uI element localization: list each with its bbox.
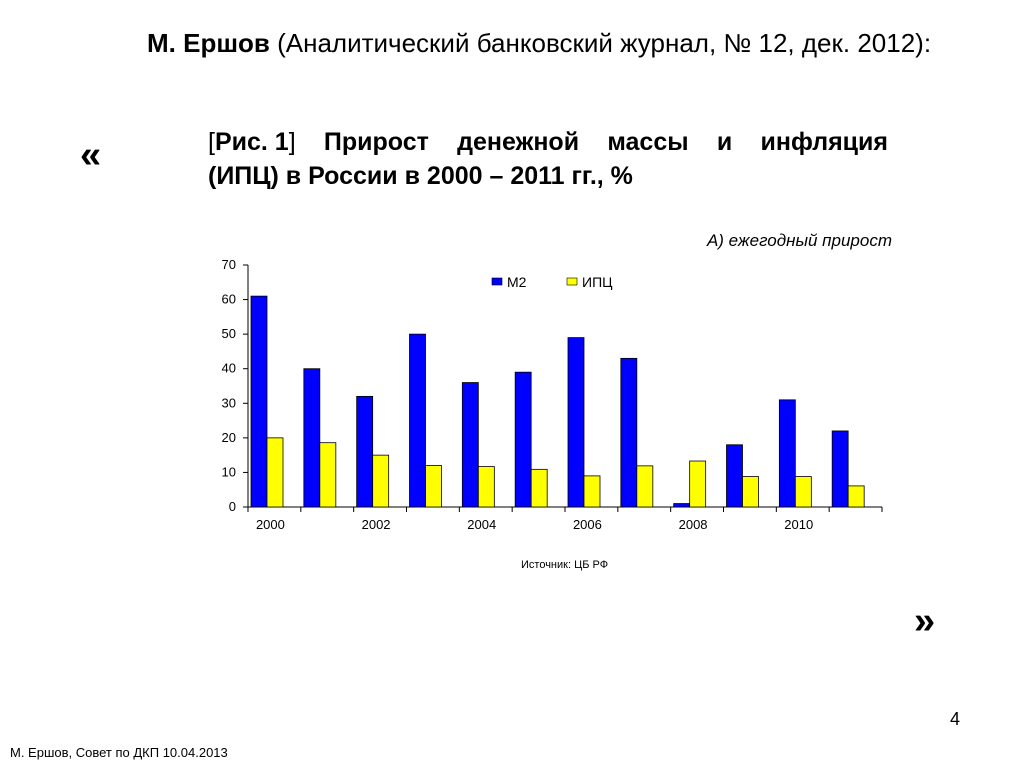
bar-cpi (530, 468, 548, 508)
x-tick-label: 2000 (256, 517, 285, 532)
bar-m2 (461, 382, 479, 508)
bar-m2 (673, 503, 691, 508)
figure-title: [Рис. 1] Прирост денежной массы и инфляц… (208, 125, 888, 193)
bar-m2 (726, 444, 743, 508)
legend-swatch (566, 277, 578, 286)
legend-label: М2 (507, 274, 527, 290)
footer-text: М. Ершов, Совет по ДКП 10.04.2013 (10, 745, 228, 760)
title-word: денежной (457, 128, 580, 156)
title-word: Прирост (323, 128, 429, 156)
bar-cpi (425, 465, 442, 508)
figure-title-line-1: [Рис. 1] Прирост денежной массы и инфляц… (208, 125, 888, 159)
x-tick-label: 2002 (362, 517, 391, 532)
bar-m2 (409, 333, 426, 508)
bar-m2 (567, 337, 585, 508)
bar-cpi (372, 454, 390, 508)
figure-title-line-2: (ИПЦ) в России в 2000 – 2011 гг., % (208, 162, 633, 190)
bar-m2 (250, 295, 268, 508)
bar-m2 (303, 368, 321, 508)
bracket-open: [ (208, 128, 215, 156)
bar-cpi (689, 460, 707, 508)
bar-cpi (847, 485, 865, 508)
bar-cpi (742, 476, 759, 508)
x-tick-label: 2010 (784, 517, 813, 532)
figure-label: Рис. 1 (214, 128, 289, 156)
opening-quote: « (80, 134, 102, 176)
figure-number: [Рис. 1] (208, 125, 296, 159)
bar-cpi (477, 466, 495, 508)
chart-subtitle: А) ежегодный прирост (706, 231, 892, 250)
page-number: 4 (950, 709, 961, 729)
x-tick-label: 2004 (467, 517, 496, 532)
y-tick-label: 0 (229, 499, 236, 514)
y-tick-label: 50 (222, 326, 236, 341)
bar-chart: 0 10 20 30 40 50 60 70 2000 2002 2004 2006 2008 2010 М… (222, 257, 883, 532)
y-tick-label: 60 (222, 292, 236, 307)
closing-quote: » (914, 600, 936, 642)
bar-cpi (319, 442, 337, 508)
legend-label: ИПЦ (582, 274, 613, 290)
bar-m2 (356, 395, 374, 508)
y-tick-label: 20 (222, 430, 236, 445)
title-word: и (716, 128, 733, 156)
bar-cpi (266, 437, 284, 508)
y-tick-label: 70 (222, 257, 236, 272)
y-tick-label: 40 (222, 361, 236, 376)
slide-header: М. Ершов (Аналитический банковский журна… (147, 28, 1007, 59)
y-tick-label: 30 (222, 395, 236, 410)
bar-m2 (620, 357, 638, 508)
title-word: массы (607, 128, 689, 156)
bracket-close: ] (288, 128, 296, 156)
bar-cpi (583, 475, 601, 508)
bar-cpi (636, 465, 654, 508)
y-tick-label: 10 (222, 464, 236, 479)
x-tick-label: 2008 (679, 517, 708, 532)
bar-m2 (778, 399, 796, 508)
title-word: инфляция (760, 128, 888, 156)
x-tick-label: 2006 (573, 517, 602, 532)
source-note: Источник: ЦБ РФ (521, 559, 609, 571)
author-name: М. Ершов (147, 28, 270, 58)
bar-m2 (514, 371, 532, 508)
bar-m2 (831, 430, 849, 508)
publication-source: (Аналитический банковский журнал, № 12, … (277, 28, 932, 58)
bar-cpi (794, 476, 812, 508)
legend-swatch (491, 277, 503, 286)
